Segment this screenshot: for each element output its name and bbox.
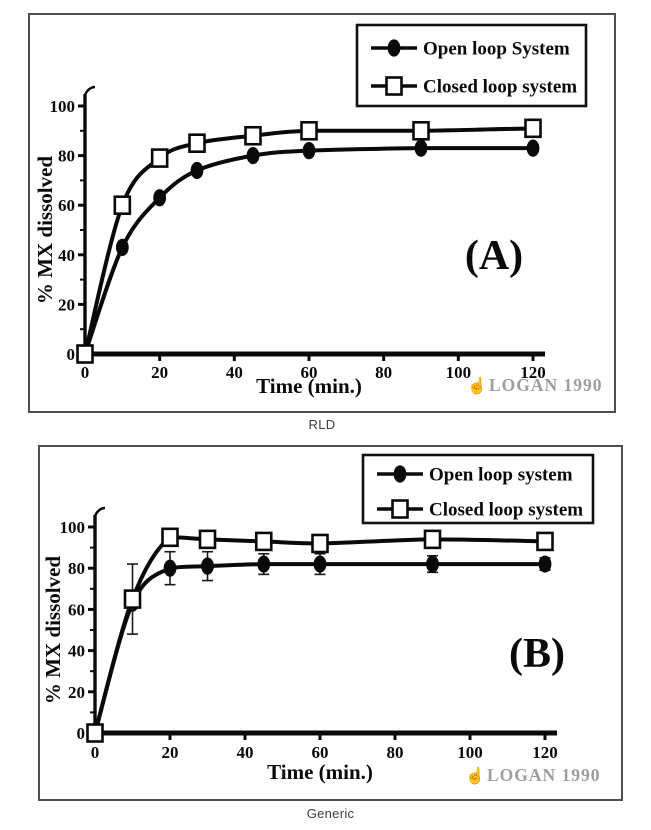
x-tick-label: 100 xyxy=(457,743,483,762)
legend-label: Closed loop system xyxy=(423,77,577,98)
open-square-marker xyxy=(86,723,104,743)
x-tick-label: 0 xyxy=(81,363,90,382)
open-square-marker xyxy=(524,118,542,139)
y-tick-label: 60 xyxy=(68,600,85,619)
open-square-marker xyxy=(423,529,442,550)
x-axis-title: Time (min.) xyxy=(256,374,362,398)
watermark-text: LOGAN 1990 xyxy=(489,375,603,395)
open-square-marker xyxy=(300,121,318,141)
legend-label: Open loop system xyxy=(429,465,573,486)
open-square-marker xyxy=(198,529,217,550)
chart-b-svg: 0 20 40 60 80 100 0 20 40 60 80 100 120 Time (min.) % … xyxy=(41,453,601,785)
open-square-marker xyxy=(412,121,430,141)
figure-b: 0 20 40 60 80 100 0 20 40 60 80 100 120 Time (min.) % … xyxy=(38,445,623,801)
filled-circle-marker xyxy=(201,557,214,575)
filled-circle-marker xyxy=(393,465,407,483)
y-axis-arrow xyxy=(93,506,106,517)
x-tick-label: 40 xyxy=(226,363,243,382)
panel-label: (B) xyxy=(509,631,565,677)
x-axis-title: Time (min.) xyxy=(267,760,373,784)
figure-b-caption: Generic xyxy=(306,806,355,821)
y-tick-label: 60 xyxy=(58,196,75,215)
open-square-marker xyxy=(385,76,403,96)
filled-circle-marker xyxy=(313,555,327,573)
open-square-marker xyxy=(113,195,132,215)
y-axis-title: % MX dissolved xyxy=(41,556,65,705)
x-tick-label: 120 xyxy=(520,363,546,382)
x-tick-label: 80 xyxy=(387,743,404,762)
y-tick-label: 40 xyxy=(68,642,85,661)
filled-circle-marker xyxy=(153,189,167,207)
x-tick-label: 20 xyxy=(162,743,179,762)
filled-circle-marker xyxy=(426,555,439,573)
series-line xyxy=(93,562,545,734)
legend-label: Open loop System xyxy=(423,39,570,60)
y-tick-label: 100 xyxy=(50,97,76,116)
y-tick-label: 0 xyxy=(67,345,76,364)
filled-circle-marker xyxy=(387,39,401,57)
watermark-hand-icon: ☝ xyxy=(465,766,485,785)
watermark-hand-icon: ☝ xyxy=(467,376,487,395)
figure-a-caption: RLD xyxy=(308,417,336,432)
open-square-marker xyxy=(254,531,273,552)
x-tick-label: 20 xyxy=(151,363,168,382)
figure-a: 0 20 40 60 80 100 0 20 40 60 80 100 120 Time (min.) % … xyxy=(28,13,616,413)
filled-circle-marker xyxy=(115,238,129,256)
y-tick-label: 100 xyxy=(60,518,86,537)
y-axis-arrow xyxy=(83,85,96,96)
open-square-marker xyxy=(244,125,262,146)
x-tick-label: 0 xyxy=(91,743,100,762)
y-tick-label: 80 xyxy=(68,559,85,578)
y-axis-title: % MX dissolved xyxy=(33,156,57,305)
y-tick-label: 20 xyxy=(68,683,85,702)
open-square-marker xyxy=(150,148,169,168)
x-tick-label: 40 xyxy=(237,743,254,762)
panel-label: (A) xyxy=(465,233,523,279)
open-square-marker xyxy=(391,499,409,519)
open-square-marker xyxy=(161,527,179,548)
chart-a-svg: 0 20 40 60 80 100 0 20 40 60 80 100 120 Time (min.) % … xyxy=(33,23,603,398)
watermark-text: LOGAN 1990 xyxy=(487,765,601,785)
x-tick-label: 80 xyxy=(375,363,392,382)
filled-circle-marker xyxy=(257,555,271,573)
x-tick-label: 120 xyxy=(532,743,558,762)
x-tick-label: 60 xyxy=(312,743,329,762)
y-tick-label: 0 xyxy=(77,724,86,743)
y-tick-label: 40 xyxy=(58,246,75,265)
filled-circle-marker xyxy=(302,142,316,160)
open-square-marker xyxy=(311,533,329,554)
filled-circle-marker xyxy=(526,139,540,157)
filled-circle-marker xyxy=(538,555,552,573)
filled-circle-marker xyxy=(163,559,177,577)
filled-circle-marker xyxy=(414,139,428,157)
open-square-marker xyxy=(123,589,142,609)
open-square-marker xyxy=(76,344,94,364)
x-tick-label: 100 xyxy=(446,363,472,382)
filled-circle-marker xyxy=(190,161,204,180)
y-tick-label: 20 xyxy=(58,295,75,314)
open-square-marker xyxy=(536,531,554,552)
open-square-marker xyxy=(188,133,206,153)
x-tick-label: 60 xyxy=(301,363,318,382)
legend-label: Closed loop system xyxy=(429,500,583,521)
y-tick-label: 80 xyxy=(58,147,75,166)
filled-circle-marker xyxy=(246,147,260,165)
